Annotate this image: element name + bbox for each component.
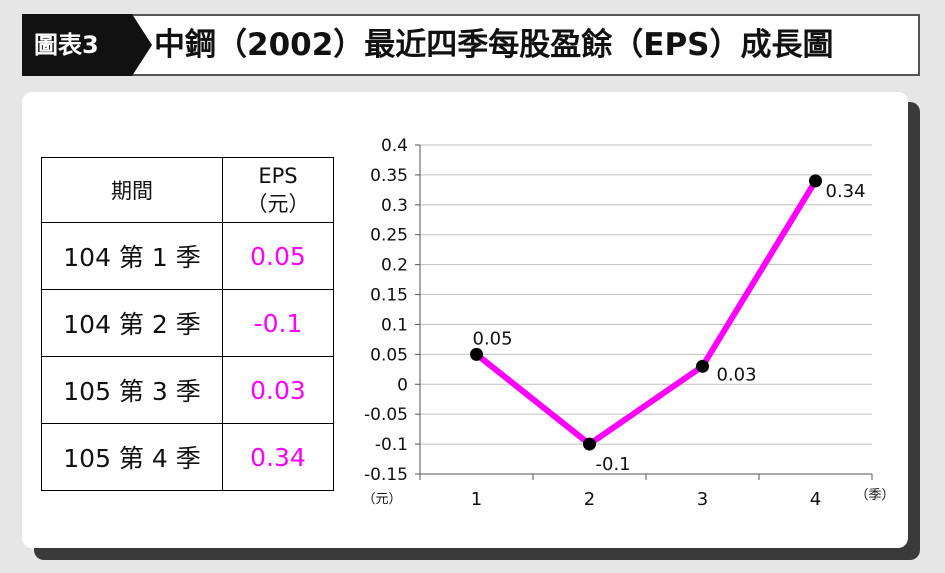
header-period: 期間 — [41, 157, 223, 223]
badge-shape — [22, 14, 152, 76]
data-label: 0.03 — [717, 364, 757, 385]
y-tick-label: 0.3 — [381, 196, 408, 216]
header-eps-label: EPS — [258, 164, 298, 188]
figure-badge: 圖表3 — [34, 31, 99, 59]
table-header-row: 期間 EPS （元） — [41, 157, 334, 223]
table-row: 105 第 3 季 0.03 — [41, 356, 334, 424]
data-label: -0.1 — [596, 454, 631, 475]
y-tick-label: 0.05 — [370, 345, 408, 365]
row-eps: 0.03 — [222, 356, 334, 424]
y-tick-label: 0.1 — [381, 315, 408, 335]
row-period: 104 第 2 季 — [41, 289, 223, 357]
y-tick-label: 0 — [397, 375, 408, 395]
data-label: 0.05 — [473, 328, 513, 349]
header-eps-unit: （元） — [246, 192, 310, 216]
table-row: 104 第 1 季 0.05 — [41, 222, 334, 290]
data-label: 0.34 — [826, 181, 866, 202]
y-tick-label: -0.1 — [375, 435, 408, 455]
row-eps: 0.05 — [222, 222, 334, 290]
eps-table: 期間 EPS （元） 104 第 1 季 0.05 104 第 2 季 -0.1… — [41, 157, 334, 491]
y-tick-label: -0.15 — [364, 465, 408, 485]
y-axis-unit-label: （元） — [362, 492, 401, 507]
data-point — [470, 347, 483, 361]
page-title: 中鋼（2002）最近四季每股盈餘（EPS）成長圖 — [154, 27, 834, 63]
row-period: 104 第 1 季 — [41, 222, 223, 290]
y-tick-label: 0.15 — [370, 286, 408, 306]
data-point — [809, 174, 822, 188]
row-period: 105 第 4 季 — [41, 423, 223, 491]
row-period: 105 第 3 季 — [41, 356, 223, 424]
header-bar: 圖表3 中鋼（2002）最近四季每股盈餘（EPS）成長圖 — [22, 14, 920, 76]
x-tick-label: 3 — [697, 489, 708, 510]
series-line — [473, 177, 819, 448]
x-axis-unit-label: （季） — [855, 488, 894, 503]
y-tick-label: 0.2 — [381, 256, 408, 276]
x-tick-label: 2 — [584, 489, 595, 510]
row-eps: 0.34 — [222, 423, 334, 491]
table-row: 105 第 4 季 0.34 — [41, 423, 334, 491]
x-tick-label: 4 — [810, 489, 821, 510]
y-tick-label: 0.35 — [370, 166, 408, 186]
data-point — [583, 437, 596, 451]
row-eps: -0.1 — [222, 289, 334, 357]
data-point — [696, 359, 709, 373]
y-tick-label: 0.4 — [381, 136, 408, 156]
y-tick-label: -0.05 — [364, 405, 408, 425]
table-row: 104 第 2 季 -0.1 — [41, 289, 334, 357]
y-tick-label: 0.25 — [370, 226, 408, 246]
x-tick-label: 1 — [471, 489, 482, 510]
